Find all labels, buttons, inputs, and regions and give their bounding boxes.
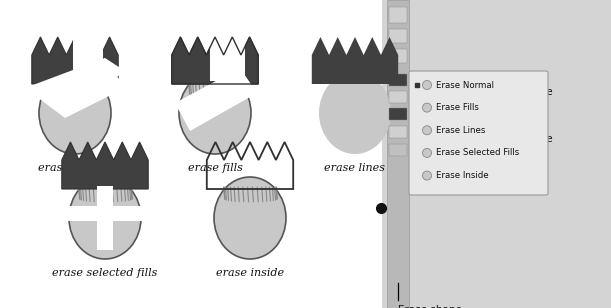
Text: erase fills: erase fills [188,163,243,173]
Bar [389,126,407,138]
Bar [389,91,407,103]
Polygon shape [210,32,245,81]
Circle shape [422,171,431,180]
Text: Erase Fills: Erase Fills [436,103,479,112]
Bar [389,7,407,23]
Text: Erase Lines: Erase Lines [436,126,485,135]
Text: erase lines: erase lines [324,163,386,173]
Polygon shape [175,68,257,131]
Text: erase inside: erase inside [216,268,284,278]
Text: Erase Mode
menu: Erase Mode menu [492,134,552,156]
Ellipse shape [319,72,391,154]
Text: Erase Inside: Erase Inside [436,171,489,180]
Polygon shape [65,58,125,101]
Bar [382,0,611,308]
Polygon shape [25,58,125,118]
Bar [387,0,409,308]
Polygon shape [312,37,398,84]
Bar [389,74,407,86]
Text: erase normal: erase normal [38,163,112,173]
Text: Erase Mode
button: Erase Mode button [492,87,552,109]
Circle shape [422,103,431,112]
Ellipse shape [39,72,111,154]
Ellipse shape [214,177,286,259]
Polygon shape [32,37,118,84]
FancyBboxPatch shape [409,71,548,195]
Polygon shape [62,142,148,189]
Text: Erase Normal: Erase Normal [436,80,494,90]
Circle shape [422,126,431,135]
Bar [389,29,407,43]
Circle shape [422,148,431,157]
Bar [389,144,407,156]
Ellipse shape [69,177,141,259]
Text: Erase shape: Erase shape [398,305,462,308]
Circle shape [422,80,431,90]
Bar [389,49,407,63]
Ellipse shape [179,72,251,154]
Polygon shape [67,206,143,221]
Bar [389,108,407,120]
Polygon shape [73,32,103,79]
Polygon shape [97,186,113,250]
Text: erase selected fills: erase selected fills [53,268,158,278]
Text: Erase Selected Fills: Erase Selected Fills [436,148,519,157]
Polygon shape [172,37,258,84]
